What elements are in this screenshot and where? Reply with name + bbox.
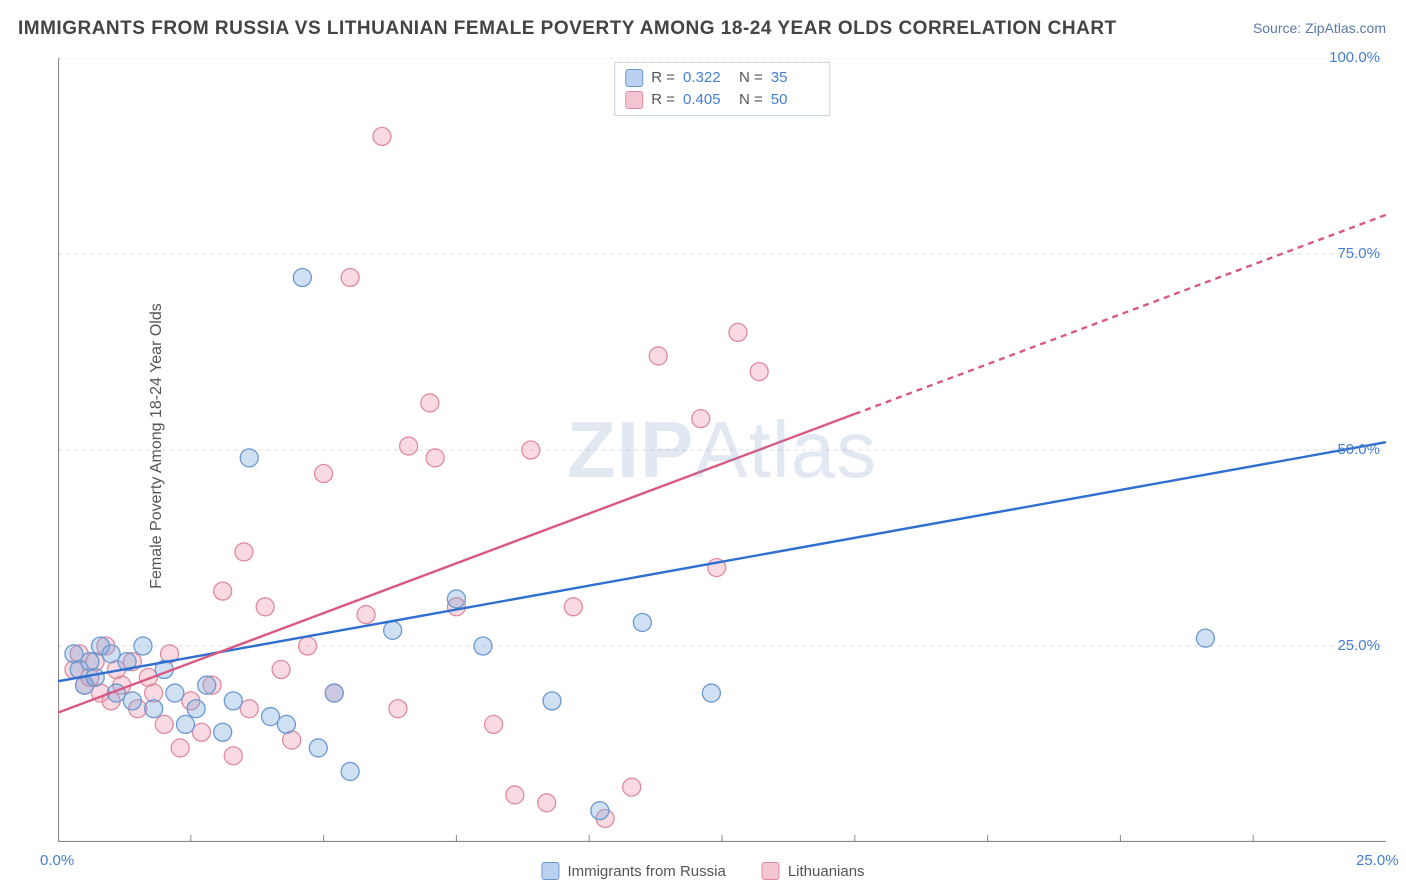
origin-label: 0.0% (40, 852, 74, 869)
legend-label: Immigrants from Russia (567, 863, 725, 880)
data-point (235, 543, 253, 561)
legend-swatch (762, 862, 780, 880)
stat-swatch (625, 69, 643, 87)
data-point (224, 692, 242, 710)
stat-r-label: R = (651, 67, 675, 89)
data-point (384, 621, 402, 639)
data-point (214, 582, 232, 600)
data-point (293, 269, 311, 287)
data-point (325, 684, 343, 702)
data-point (155, 715, 173, 733)
data-point (171, 739, 189, 757)
data-point (623, 778, 641, 796)
data-point (649, 347, 667, 365)
data-point (373, 127, 391, 145)
data-point (1196, 629, 1214, 647)
data-point (166, 684, 184, 702)
data-point (86, 668, 104, 686)
stat-r-value: 0.322 (683, 67, 731, 89)
data-point (187, 700, 205, 718)
y-tick-label: 100.0% (1329, 49, 1380, 66)
series-legend: Immigrants from Russia Lithuanians (541, 862, 864, 880)
data-point (123, 692, 141, 710)
data-point (192, 723, 210, 741)
data-point (389, 700, 407, 718)
legend-swatch (541, 862, 559, 880)
stat-row: R = 0.322 N = 35 (625, 67, 819, 89)
source-label: Source: ZipAtlas.com (1253, 20, 1386, 36)
data-point (447, 590, 465, 608)
data-point (750, 363, 768, 381)
data-point (198, 676, 216, 694)
data-point (729, 323, 747, 341)
data-point (176, 715, 194, 733)
data-point (277, 715, 295, 733)
data-point (224, 747, 242, 765)
data-point (256, 598, 274, 616)
data-point (357, 606, 375, 624)
data-point (506, 786, 524, 804)
data-point (543, 692, 561, 710)
scatter-plot-svg (58, 58, 1386, 842)
data-point (591, 802, 609, 820)
data-point (474, 637, 492, 655)
trend-line (58, 442, 1386, 681)
stat-row: R = 0.405 N = 50 (625, 89, 819, 111)
data-point (272, 661, 290, 679)
statistics-legend: R = 0.322 N = 35 R = 0.405 N = 50 (614, 62, 830, 116)
data-point (214, 723, 232, 741)
data-point (240, 449, 258, 467)
stat-n-value: 50 (771, 89, 819, 111)
y-tick-label: 25.0% (1337, 637, 1380, 654)
data-point (421, 394, 439, 412)
data-point (309, 739, 327, 757)
stat-n-value: 35 (771, 67, 819, 89)
data-point (315, 465, 333, 483)
chart-title: IMMIGRANTS FROM RUSSIA VS LITHUANIAN FEM… (18, 18, 1117, 40)
stat-swatch (625, 91, 643, 109)
data-point (261, 708, 279, 726)
data-point (564, 598, 582, 616)
data-point (633, 613, 651, 631)
data-point (538, 794, 556, 812)
plot-area: ZIPAtlas R =0.322N =35R =0.405N =50 25.0… (58, 58, 1386, 842)
data-point (702, 684, 720, 702)
y-tick-label: 50.0% (1337, 441, 1380, 458)
stat-n-label: N = (739, 67, 763, 89)
legend-label: Lithuanians (788, 863, 865, 880)
data-point (426, 449, 444, 467)
data-point (400, 437, 418, 455)
data-point (145, 700, 163, 718)
data-point (299, 637, 317, 655)
chart-container: IMMIGRANTS FROM RUSSIA VS LITHUANIAN FEM… (0, 0, 1406, 892)
data-point (522, 441, 540, 459)
y-tick-label: 75.0% (1337, 245, 1380, 262)
legend-item: Immigrants from Russia (541, 862, 725, 880)
trend-line (58, 414, 855, 713)
x-corner-label: 25.0% (1356, 852, 1399, 869)
data-point (341, 269, 359, 287)
data-point (485, 715, 503, 733)
stat-r-value: 0.405 (683, 89, 731, 111)
legend-item: Lithuanians (762, 862, 865, 880)
stat-r-label: R = (651, 89, 675, 111)
data-point (341, 762, 359, 780)
data-point (240, 700, 258, 718)
trend-line-extrapolated (855, 215, 1386, 414)
data-point (134, 637, 152, 655)
data-point (102, 645, 120, 663)
data-point (692, 410, 710, 428)
stat-n-label: N = (739, 89, 763, 111)
